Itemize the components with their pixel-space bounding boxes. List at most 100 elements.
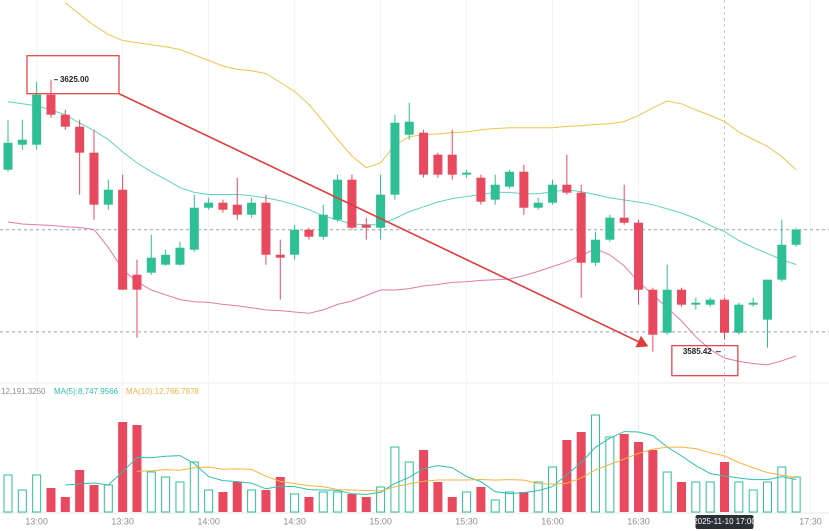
volume-bar (720, 462, 729, 512)
candle-body (519, 171, 529, 208)
candle-body (75, 126, 85, 153)
volume-bar (404, 461, 414, 513)
volume-bar (46, 488, 56, 512)
volume-bar (75, 470, 85, 512)
volume-bar (103, 484, 113, 513)
candle-body (118, 189, 128, 290)
x-tick-label: 15:00 (369, 516, 392, 526)
candle-body (318, 214, 328, 237)
volume-bar (32, 474, 42, 513)
candle-body (705, 299, 715, 305)
candle-body (161, 254, 171, 265)
volume-bar (275, 477, 285, 512)
candle-body (32, 94, 42, 145)
volume-bar (261, 490, 271, 512)
volume-bar (476, 487, 486, 512)
volume-ma-label: MA(5):8,747.9566 (54, 387, 119, 396)
x-tick-label: 13:30 (111, 516, 134, 526)
annotation-label: 3625.00 (60, 75, 89, 84)
volume-bar (562, 440, 572, 512)
volume-bar (576, 432, 586, 512)
volume-bar (175, 481, 185, 513)
candle-body (261, 202, 271, 255)
volume-bar (390, 446, 400, 513)
volume-bar (519, 492, 529, 512)
volume-bar (447, 497, 457, 512)
volume-bar (161, 476, 171, 513)
crosshair-label-bg (695, 515, 754, 529)
candle-body (232, 204, 242, 215)
volume-bar (791, 476, 801, 513)
candle-body (562, 184, 572, 193)
volume-bar (189, 461, 199, 513)
candle-body (46, 94, 56, 115)
candle-body (476, 177, 486, 202)
candle-body (304, 229, 314, 237)
volume-bar (591, 414, 601, 513)
annotation-box (671, 345, 739, 377)
x-tick-label: 13:00 (25, 516, 48, 526)
volume-ma-label: MA(10):12,766.7878 (126, 387, 199, 396)
candle-body (175, 247, 185, 265)
volume-bar (490, 499, 500, 513)
x-tick-label: 16:30 (627, 516, 650, 526)
x-tick-label: 15:30 (455, 516, 478, 526)
candle-body (347, 179, 357, 228)
annotation-box (26, 55, 120, 95)
volume-bar (333, 491, 343, 513)
candle-body (218, 202, 228, 210)
candle-body (204, 202, 214, 208)
candle-body (762, 279, 772, 320)
volume-bar (505, 491, 515, 513)
candle-body (677, 289, 687, 305)
volume-bar (777, 466, 787, 513)
volume-bar (232, 482, 242, 512)
volume-bar (118, 422, 128, 512)
candle-body (691, 302, 701, 305)
volume-bar (648, 450, 658, 512)
candle-body (548, 184, 558, 203)
volume-bar (677, 482, 687, 512)
volume-bar (146, 471, 156, 513)
volume-ma-line (136, 446, 797, 492)
candle-body (361, 224, 371, 228)
overlay-line (7, 101, 797, 266)
volume-ma-line (65, 431, 797, 495)
volume-bar (748, 489, 758, 513)
volume-bar (433, 482, 443, 512)
x-tick-label: 2025-11-10 17:00 (693, 517, 756, 526)
volume-bar (132, 425, 142, 512)
volume-bar (762, 481, 772, 513)
candle-body (462, 172, 472, 175)
x-tick-label: 16:00 (541, 516, 564, 526)
overlay-line (64, 2, 797, 171)
candle-body (648, 289, 658, 335)
volume-bar (734, 481, 744, 513)
candle-body (132, 274, 142, 290)
candle-body (619, 217, 629, 223)
candle-body (734, 304, 744, 333)
candle-body (146, 257, 156, 273)
candle-body (748, 302, 758, 305)
annotation-label: 3585.42 (683, 347, 712, 356)
candle-body (60, 114, 70, 127)
volume-bar (247, 489, 257, 513)
candle-body (791, 229, 801, 245)
candle-body (3, 142, 13, 170)
candle-body (419, 132, 429, 175)
volume-bar (662, 471, 672, 513)
volume-bar (218, 492, 228, 512)
candle-body (89, 152, 99, 205)
candle-body (634, 222, 644, 290)
candle-body (433, 154, 443, 175)
volume-bar (533, 481, 543, 513)
candle-body (720, 299, 729, 333)
volume-bar (376, 486, 386, 513)
volume-bar (3, 474, 13, 513)
volume-bar (361, 497, 371, 512)
volume-bar (17, 489, 27, 513)
volume-bar (462, 491, 472, 513)
volume-bar (89, 485, 99, 512)
